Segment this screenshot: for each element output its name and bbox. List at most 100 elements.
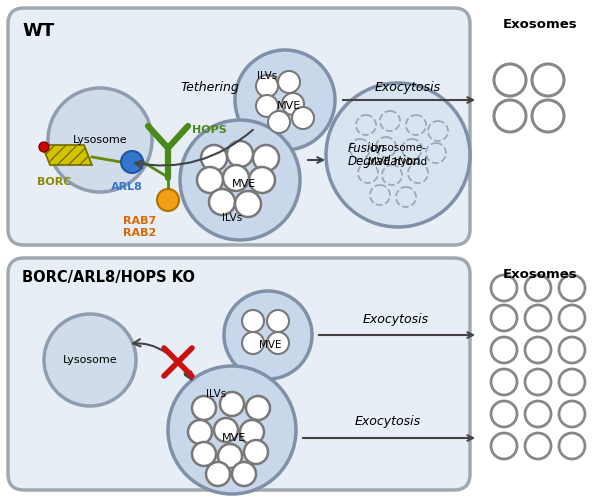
- Circle shape: [244, 440, 268, 464]
- Circle shape: [525, 401, 551, 427]
- Circle shape: [209, 189, 235, 215]
- Text: Exocytosis: Exocytosis: [355, 416, 421, 428]
- Text: MVE: MVE: [277, 101, 301, 111]
- Text: Degradation: Degradation: [348, 156, 421, 168]
- Circle shape: [268, 111, 290, 133]
- Circle shape: [188, 420, 212, 444]
- Circle shape: [197, 167, 223, 193]
- Circle shape: [249, 167, 275, 193]
- Circle shape: [39, 142, 49, 152]
- Circle shape: [532, 100, 564, 132]
- Circle shape: [242, 310, 264, 332]
- Circle shape: [370, 185, 390, 205]
- Circle shape: [380, 111, 400, 131]
- Circle shape: [246, 396, 270, 420]
- Text: MVE: MVE: [222, 433, 246, 443]
- Text: Exocytosis: Exocytosis: [363, 314, 429, 326]
- Circle shape: [223, 165, 249, 191]
- Circle shape: [44, 314, 136, 406]
- Text: Fusion: Fusion: [348, 142, 386, 154]
- Circle shape: [525, 433, 551, 459]
- Text: Lysosome: Lysosome: [73, 135, 127, 145]
- Text: WT: WT: [22, 22, 54, 40]
- Circle shape: [256, 75, 278, 97]
- Circle shape: [525, 275, 551, 301]
- Circle shape: [382, 165, 402, 185]
- Circle shape: [326, 83, 470, 227]
- Text: Exosomes: Exosomes: [503, 268, 577, 281]
- Circle shape: [240, 420, 264, 444]
- Circle shape: [559, 305, 585, 331]
- Circle shape: [192, 442, 216, 466]
- Circle shape: [358, 163, 378, 183]
- Text: Exocytosis: Exocytosis: [375, 82, 441, 94]
- Circle shape: [396, 187, 416, 207]
- Circle shape: [267, 310, 289, 332]
- Text: Tethering: Tethering: [181, 82, 239, 94]
- Circle shape: [227, 141, 253, 167]
- Circle shape: [559, 337, 585, 363]
- Circle shape: [428, 121, 448, 141]
- Text: HOPS: HOPS: [192, 125, 227, 135]
- Circle shape: [253, 145, 279, 171]
- Circle shape: [218, 444, 242, 468]
- Circle shape: [491, 401, 517, 427]
- Circle shape: [426, 143, 446, 163]
- Circle shape: [491, 433, 517, 459]
- Circle shape: [180, 120, 300, 240]
- Circle shape: [278, 71, 300, 93]
- Text: ARL8: ARL8: [111, 182, 143, 192]
- Circle shape: [525, 337, 551, 363]
- Text: MVE: MVE: [232, 179, 256, 189]
- Circle shape: [491, 369, 517, 395]
- Circle shape: [121, 151, 143, 173]
- Circle shape: [350, 139, 370, 159]
- Text: Lysosome: Lysosome: [62, 355, 118, 365]
- Circle shape: [220, 392, 244, 416]
- Circle shape: [282, 93, 304, 115]
- Circle shape: [232, 462, 256, 486]
- Circle shape: [406, 115, 426, 135]
- Circle shape: [235, 50, 335, 150]
- Text: RAB7: RAB7: [124, 216, 157, 226]
- Circle shape: [235, 191, 261, 217]
- Circle shape: [525, 305, 551, 331]
- Circle shape: [559, 433, 585, 459]
- Circle shape: [48, 88, 152, 192]
- Circle shape: [224, 291, 312, 379]
- Circle shape: [559, 275, 585, 301]
- Polygon shape: [42, 145, 92, 165]
- FancyBboxPatch shape: [8, 8, 470, 245]
- Circle shape: [402, 139, 422, 159]
- FancyBboxPatch shape: [8, 258, 470, 490]
- Text: MVE: MVE: [259, 340, 281, 350]
- Circle shape: [559, 401, 585, 427]
- Circle shape: [376, 137, 396, 157]
- Circle shape: [491, 275, 517, 301]
- Circle shape: [532, 64, 564, 96]
- Circle shape: [408, 163, 428, 183]
- FancyArrowPatch shape: [184, 372, 191, 380]
- Circle shape: [192, 396, 216, 420]
- Circle shape: [491, 305, 517, 331]
- Circle shape: [356, 115, 376, 135]
- Text: ILVs: ILVs: [222, 213, 242, 223]
- Circle shape: [206, 462, 230, 486]
- Circle shape: [559, 369, 585, 395]
- Text: BORC/ARL8/HOPS KO: BORC/ARL8/HOPS KO: [22, 270, 195, 285]
- Circle shape: [157, 189, 179, 211]
- Circle shape: [494, 100, 526, 132]
- Circle shape: [267, 332, 289, 354]
- Circle shape: [214, 418, 238, 442]
- Text: ILVs: ILVs: [206, 389, 226, 399]
- Text: Lysosome-
MVE hybrid: Lysosome- MVE hybrid: [368, 143, 428, 167]
- FancyArrowPatch shape: [133, 339, 166, 352]
- Text: ILVs: ILVs: [257, 71, 277, 81]
- Text: Exosomes: Exosomes: [503, 18, 577, 31]
- Circle shape: [201, 145, 227, 171]
- Circle shape: [292, 107, 314, 129]
- Text: BORC: BORC: [37, 177, 71, 187]
- Text: RAB2: RAB2: [124, 228, 157, 238]
- Circle shape: [168, 366, 296, 494]
- Circle shape: [494, 64, 526, 96]
